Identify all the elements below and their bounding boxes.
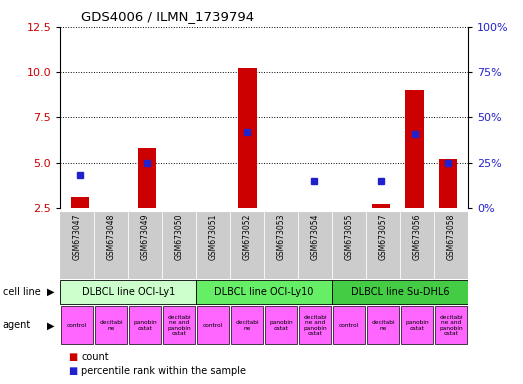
Text: ■: ■ <box>68 352 77 362</box>
Text: decitabi
ne and
panobin
ostat: decitabi ne and panobin ostat <box>439 315 463 336</box>
Bar <box>405 90 424 208</box>
Text: GSM673058: GSM673058 <box>447 214 456 260</box>
Text: panobin
ostat: panobin ostat <box>269 320 293 331</box>
Bar <box>333 306 365 344</box>
Text: ▶: ▶ <box>48 320 55 331</box>
Text: count: count <box>81 352 109 362</box>
Text: ■: ■ <box>68 366 77 376</box>
Text: GSM673047: GSM673047 <box>73 214 82 260</box>
Bar <box>366 212 400 279</box>
Bar <box>435 306 467 344</box>
Text: DLBCL line OCI-Ly1: DLBCL line OCI-Ly1 <box>82 287 175 297</box>
Text: GSM673048: GSM673048 <box>107 214 116 260</box>
Text: decitabi
ne and
panobin
ostat: decitabi ne and panobin ostat <box>167 315 191 336</box>
Text: DLBCL line Su-DHL6: DLBCL line Su-DHL6 <box>351 287 449 297</box>
Bar <box>61 306 93 344</box>
Bar <box>372 204 390 208</box>
Text: decitabi
ne and
panobin
ostat: decitabi ne and panobin ostat <box>303 315 327 336</box>
Text: decitabi
ne: decitabi ne <box>99 320 123 331</box>
Bar <box>439 159 457 208</box>
Text: GSM673056: GSM673056 <box>413 214 422 260</box>
Bar <box>162 212 196 279</box>
Text: GSM673057: GSM673057 <box>379 214 388 260</box>
Bar <box>332 212 366 279</box>
Bar <box>264 212 298 279</box>
Text: control: control <box>203 323 223 328</box>
Text: panobin
ostat: panobin ostat <box>133 320 157 331</box>
Text: GSM673051: GSM673051 <box>209 214 218 260</box>
Text: DLBCL line OCI-Ly10: DLBCL line OCI-Ly10 <box>214 287 314 297</box>
Text: decitabi
ne: decitabi ne <box>235 320 259 331</box>
Bar <box>138 148 156 208</box>
Text: GDS4006 / ILMN_1739794: GDS4006 / ILMN_1739794 <box>81 10 254 23</box>
Text: percentile rank within the sample: percentile rank within the sample <box>81 366 246 376</box>
Bar <box>60 280 196 304</box>
Text: GSM673055: GSM673055 <box>345 214 354 260</box>
Bar <box>71 197 89 208</box>
Bar <box>265 306 297 344</box>
Text: agent: agent <box>3 320 31 331</box>
Bar <box>400 212 434 279</box>
Bar <box>60 212 468 279</box>
Bar <box>94 212 128 279</box>
Bar <box>129 306 161 344</box>
Text: GSM673050: GSM673050 <box>175 214 184 260</box>
Bar <box>238 68 257 208</box>
Text: panobin
ostat: panobin ostat <box>405 320 429 331</box>
Bar <box>128 212 162 279</box>
Text: decitabi
ne: decitabi ne <box>371 320 395 331</box>
Bar <box>434 212 468 279</box>
Bar <box>231 306 263 344</box>
Bar <box>299 306 331 344</box>
Bar <box>196 212 230 279</box>
Bar <box>197 306 229 344</box>
Bar <box>230 212 264 279</box>
Bar <box>367 306 399 344</box>
Text: ▶: ▶ <box>48 287 55 297</box>
Text: GSM673054: GSM673054 <box>311 214 320 260</box>
Bar <box>332 280 468 304</box>
Bar <box>163 306 195 344</box>
Bar <box>401 306 433 344</box>
Bar <box>60 212 94 279</box>
Bar <box>196 280 332 304</box>
Bar <box>298 212 332 279</box>
Text: GSM673052: GSM673052 <box>243 214 252 260</box>
Text: cell line: cell line <box>3 287 40 297</box>
Text: GSM673049: GSM673049 <box>141 214 150 260</box>
Bar <box>95 306 127 344</box>
Text: control: control <box>339 323 359 328</box>
Text: control: control <box>67 323 87 328</box>
Text: GSM673053: GSM673053 <box>277 214 286 260</box>
